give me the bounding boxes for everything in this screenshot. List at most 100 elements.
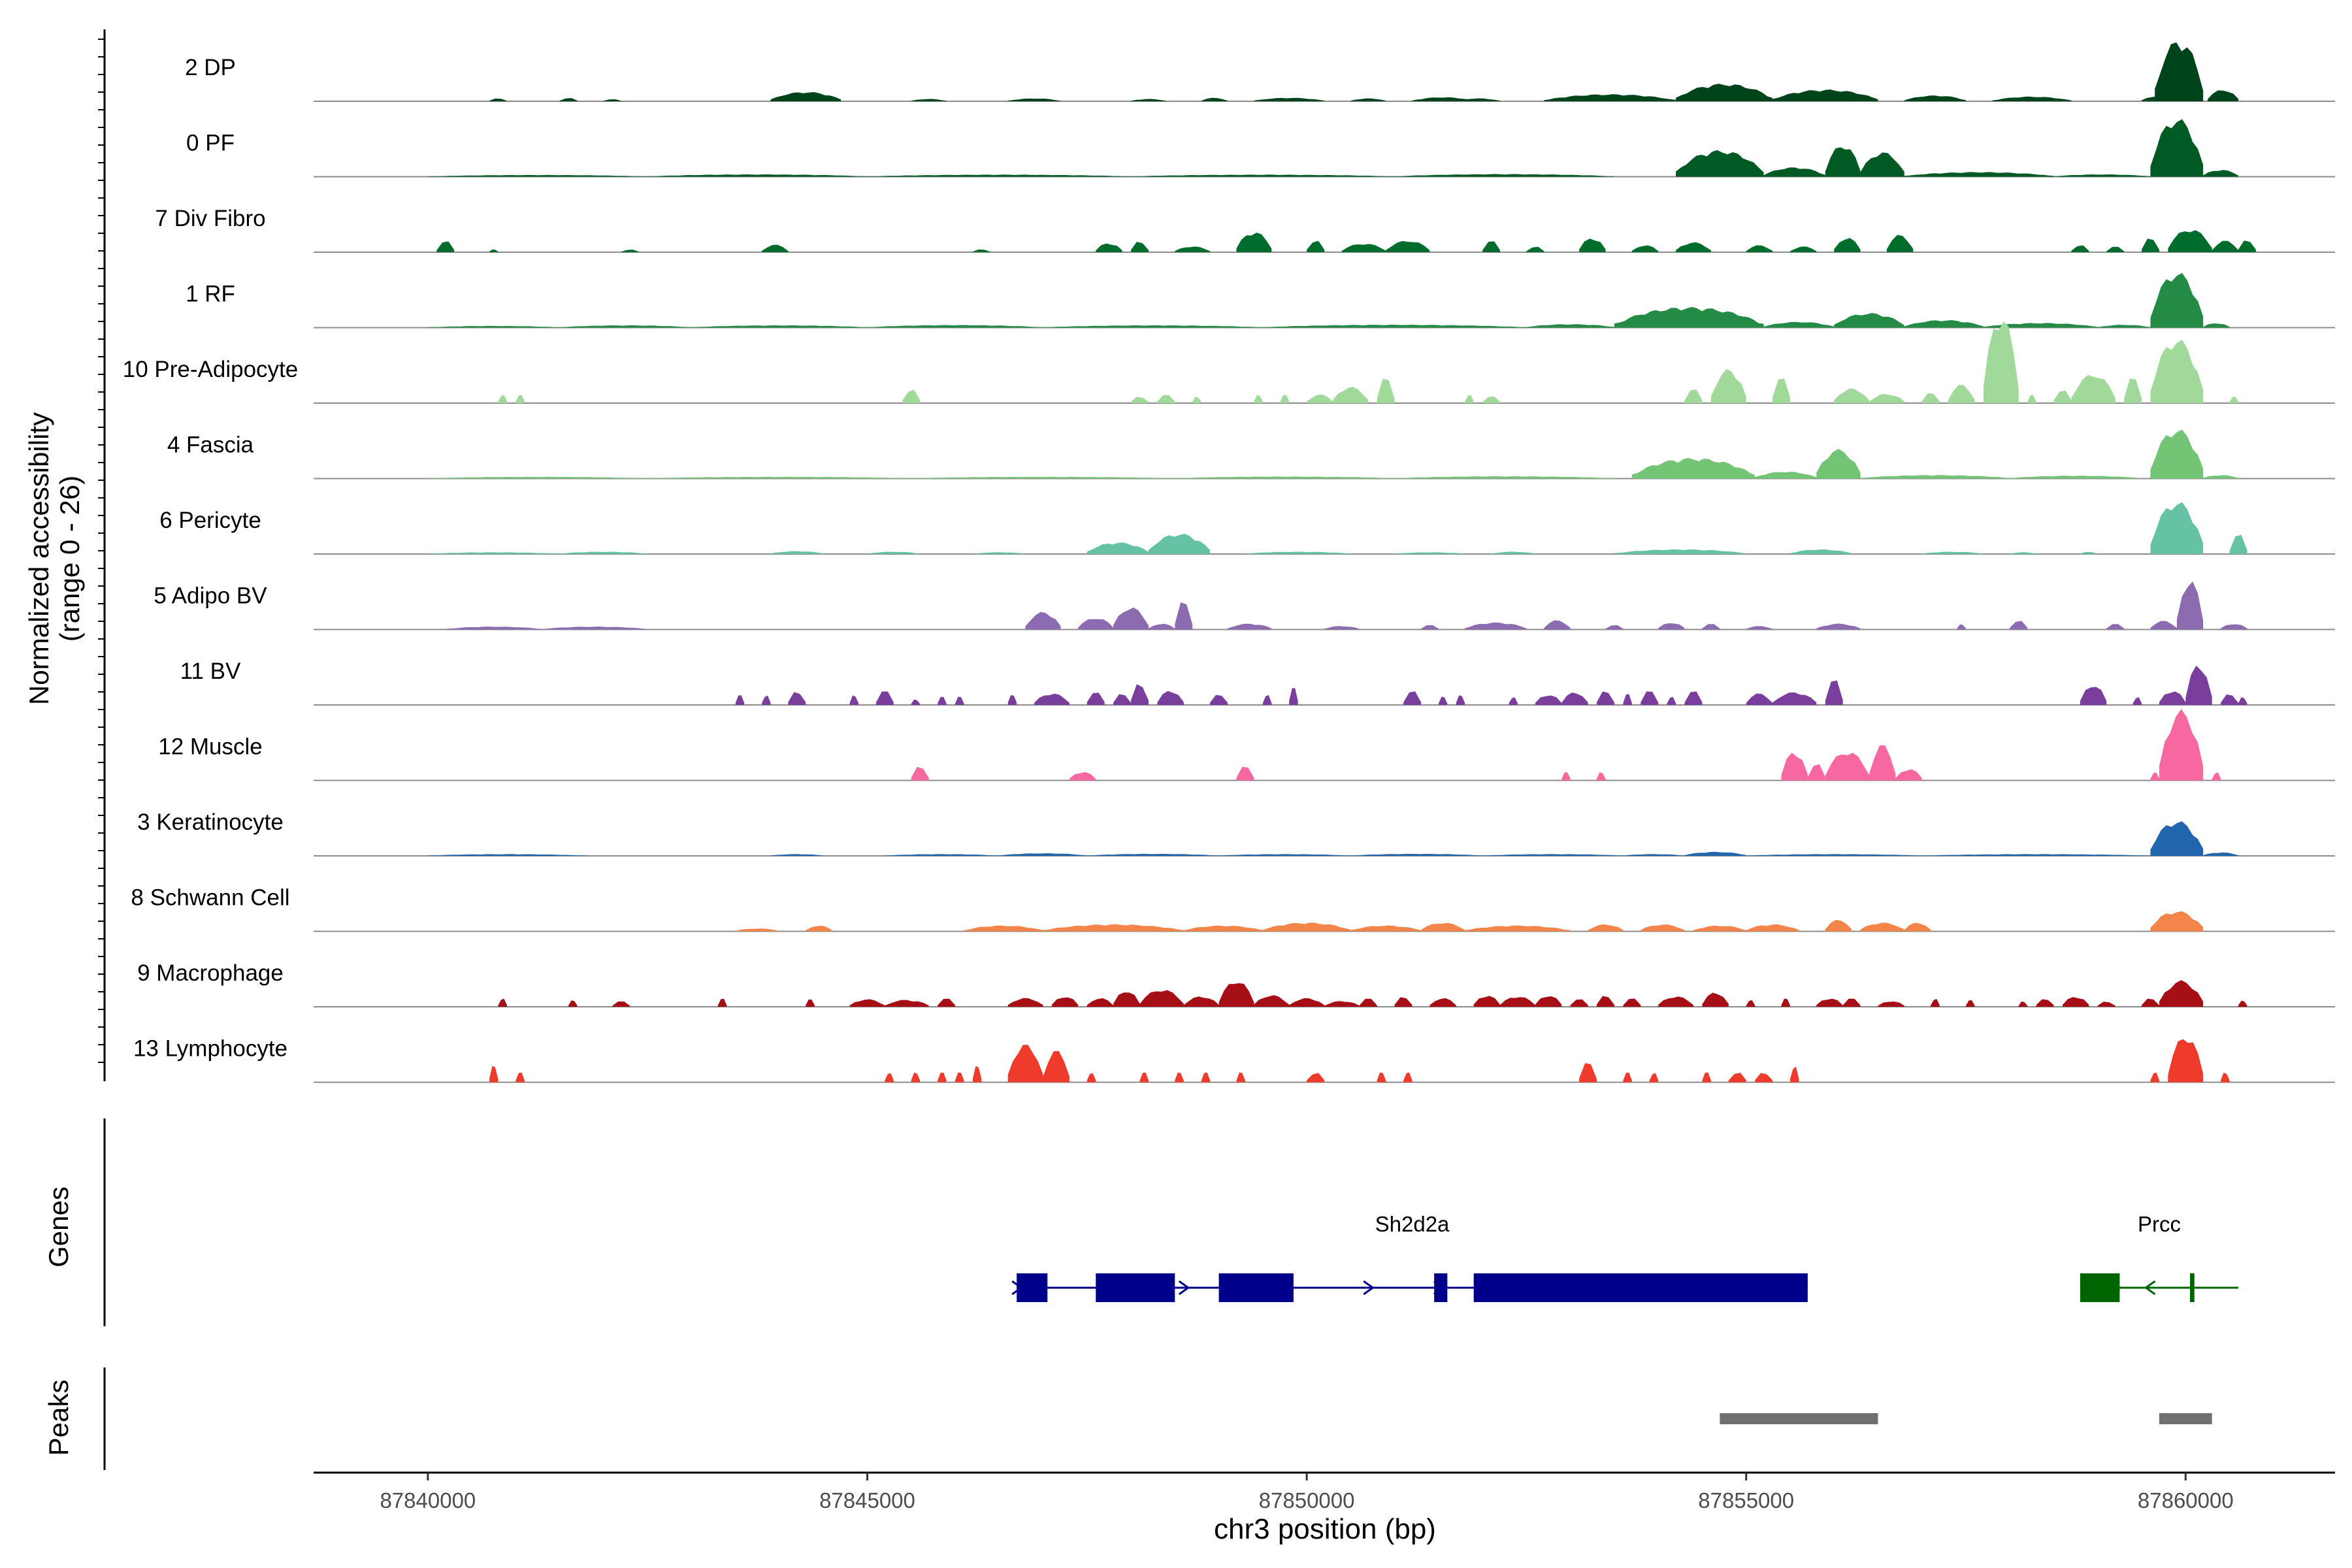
coverage-peak xyxy=(1921,393,1940,403)
coverage-peak xyxy=(1113,607,1149,630)
x-axis-tick-label: 87855000 xyxy=(1698,1488,1794,1512)
coverage-peak xyxy=(2203,852,2238,856)
coverage-peak xyxy=(1289,998,1324,1007)
track-label: 7 Div Fibro xyxy=(155,206,265,231)
coverage-peak xyxy=(911,766,929,781)
coverage-peak xyxy=(1482,397,1500,403)
track-label: 8 Schwann Cell xyxy=(131,885,289,911)
coverage-peak xyxy=(1113,992,1140,1007)
coverage-peak xyxy=(1403,1072,1413,1083)
coverage-peak xyxy=(2124,378,2142,403)
coverage-peak xyxy=(1175,246,1211,252)
coverage-peak xyxy=(999,853,1087,856)
coverage-peak xyxy=(1350,853,1483,856)
coverage-peak xyxy=(691,325,868,328)
coverage-peak xyxy=(1605,625,1624,630)
coverage-peak xyxy=(1816,623,1861,630)
track-3-keratinocyte: 3 Keratinocyte xyxy=(137,809,2335,857)
peaks-panel xyxy=(103,1367,2212,1470)
strand-arrow xyxy=(1433,1280,1445,1296)
x-axis-tick-label: 87850000 xyxy=(1259,1488,1355,1512)
coverage-peak xyxy=(1825,147,1861,177)
coverage-peak xyxy=(911,99,947,101)
coverage-peak xyxy=(1007,998,1043,1007)
coverage-peak xyxy=(2159,709,2204,781)
peak-region xyxy=(1720,1413,1878,1424)
coverage-peak xyxy=(1614,549,1746,554)
peaks-panel-label: Peaks xyxy=(43,1380,74,1456)
coverage-peak xyxy=(498,998,507,1007)
coverage-peak xyxy=(1149,623,1175,630)
coverage-peak xyxy=(2150,621,2177,630)
coverage-peak xyxy=(1157,395,1175,403)
track-2-dp: 2 DP xyxy=(185,42,2335,102)
coverage-peak xyxy=(911,1072,921,1083)
coverage-peak xyxy=(1772,378,1790,403)
coverage-peak xyxy=(1086,998,1114,1007)
coverage-peak xyxy=(1957,624,1966,630)
coverage-peak xyxy=(1043,1051,1070,1083)
coverage-peak xyxy=(885,1000,929,1007)
coverage-peak xyxy=(1535,695,1562,705)
coverage-peak xyxy=(1289,688,1298,705)
coverage-peak xyxy=(1614,306,1764,328)
coverage-peak xyxy=(938,1072,947,1083)
coverage-peak xyxy=(1535,996,1562,1007)
coverage-peak xyxy=(955,696,964,705)
coverage-peak xyxy=(849,695,858,705)
gene-prcc: Prcc xyxy=(2080,1212,2239,1302)
coverage-peak xyxy=(972,1066,982,1083)
coverage-peak xyxy=(2063,997,2089,1007)
coverage-peak xyxy=(1086,1073,1096,1083)
coverage-peak xyxy=(1201,1072,1211,1083)
coverage-peak xyxy=(2159,980,2204,1007)
gene-sh2d2a: Sh2d2a xyxy=(1011,1212,1808,1302)
coverage-peak xyxy=(1588,924,1624,932)
coverage-peak xyxy=(427,476,648,479)
coverage-peak xyxy=(1860,475,2010,479)
coverage-peak xyxy=(2010,621,2028,630)
coverage-peak xyxy=(1236,766,1254,781)
coverage-peak xyxy=(1834,389,1869,403)
coverage-peak xyxy=(1254,395,1263,403)
track-4-fascia: 4 Fascia xyxy=(167,429,2335,480)
coverage-peak xyxy=(1052,997,1079,1007)
coverage-peak xyxy=(1631,457,1756,479)
coverage-peak xyxy=(1007,98,1061,101)
coverage-peak xyxy=(1772,90,1878,101)
coverage-peak xyxy=(1904,320,1984,328)
coverage-peak xyxy=(762,244,789,252)
coverage-peak xyxy=(1807,764,1825,781)
coverage-peak xyxy=(2097,1002,2115,1007)
coverage-peak xyxy=(1096,243,1122,252)
coverage-peak xyxy=(612,1001,630,1007)
coverage-peak xyxy=(770,92,841,101)
coverage-peak xyxy=(2203,323,2230,328)
coverage-peak xyxy=(1236,233,1272,252)
track-7-div-fibro: 7 Div Fibro xyxy=(155,206,2335,253)
coverage-peak xyxy=(1983,321,2019,403)
coverage-peak xyxy=(2207,90,2238,101)
coverage-peak xyxy=(2168,230,2212,252)
track-label: 9 Macrophage xyxy=(137,960,284,986)
coverage-peak xyxy=(1579,238,1606,252)
coverage-peak xyxy=(1465,395,1474,403)
coverage-peak xyxy=(2238,1000,2247,1007)
track-label: 11 BV xyxy=(180,659,241,684)
coverage-peak xyxy=(1350,925,1421,932)
coverage-peak xyxy=(1684,691,1703,705)
coverage-peak xyxy=(1359,998,1377,1007)
coverage-peak xyxy=(1025,612,1061,630)
coverage-peak xyxy=(1429,998,1456,1007)
coverage-peak xyxy=(1192,397,1201,403)
coverage-peak xyxy=(717,998,727,1007)
coverage-peak xyxy=(2238,240,2256,252)
coverage-peak xyxy=(1139,990,1184,1007)
coverage-peak xyxy=(902,389,921,403)
coverage-peak xyxy=(1790,549,1852,554)
coverage-peak xyxy=(1746,854,1922,856)
coverage-peak xyxy=(1869,745,1896,781)
coverage-peak xyxy=(1816,998,1843,1007)
coverage-peak xyxy=(1781,753,1808,781)
track-label: 3 Keratinocyte xyxy=(137,809,284,835)
